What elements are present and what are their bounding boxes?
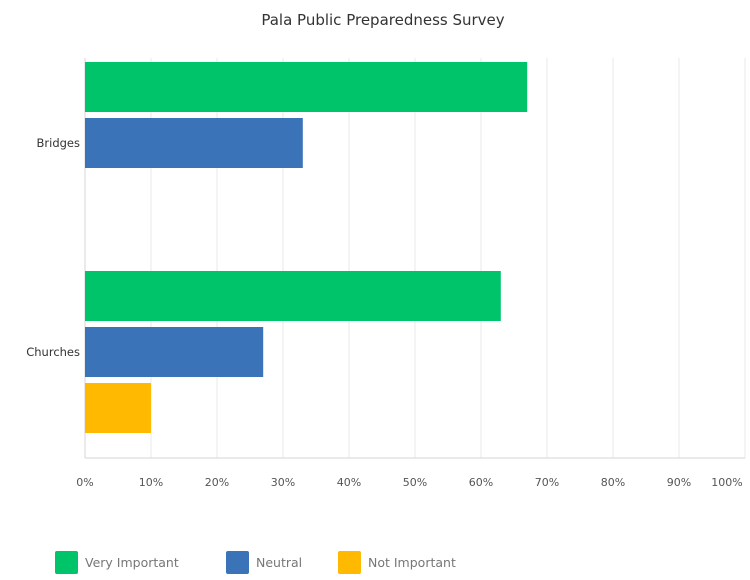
- x-tick-label: 0%: [76, 476, 93, 489]
- bar-churches-neutral: [85, 327, 264, 377]
- x-tick-label: 100%: [711, 476, 742, 489]
- x-tick-label: 10%: [139, 476, 163, 489]
- bars: [85, 62, 528, 433]
- bar-churches-very-important: [85, 271, 501, 321]
- legend: Very Important Neutral Not Important: [55, 551, 456, 574]
- x-tick-label: 80%: [601, 476, 625, 489]
- legend-swatch: [338, 551, 361, 574]
- category-label: Bridges: [37, 136, 80, 150]
- bar-bridges-neutral: [85, 118, 303, 168]
- x-tick-label: 90%: [667, 476, 691, 489]
- bar-bridges-very-important: [85, 62, 528, 112]
- legend-swatch: [55, 551, 78, 574]
- x-tick-label: 20%: [205, 476, 229, 489]
- x-tick-label: 70%: [535, 476, 559, 489]
- x-tick-labels: 0% 10% 20% 30% 40% 50% 60% 70% 80% 90% 100%: [76, 476, 742, 489]
- chart-title: Pala Public Preparedness Survey: [261, 11, 504, 29]
- x-tick-label: 50%: [403, 476, 427, 489]
- bar-churches-not-important: [85, 383, 151, 433]
- x-tick-label: 30%: [271, 476, 295, 489]
- legend-label: Neutral: [256, 555, 302, 570]
- legend-label: Very Important: [85, 555, 179, 570]
- category-label: Churches: [26, 345, 80, 359]
- legend-swatch: [226, 551, 249, 574]
- x-tick-label: 40%: [337, 476, 361, 489]
- legend-label: Not Important: [368, 555, 456, 570]
- category-labels: Bridges Churches: [26, 136, 80, 359]
- x-tick-label: 60%: [469, 476, 493, 489]
